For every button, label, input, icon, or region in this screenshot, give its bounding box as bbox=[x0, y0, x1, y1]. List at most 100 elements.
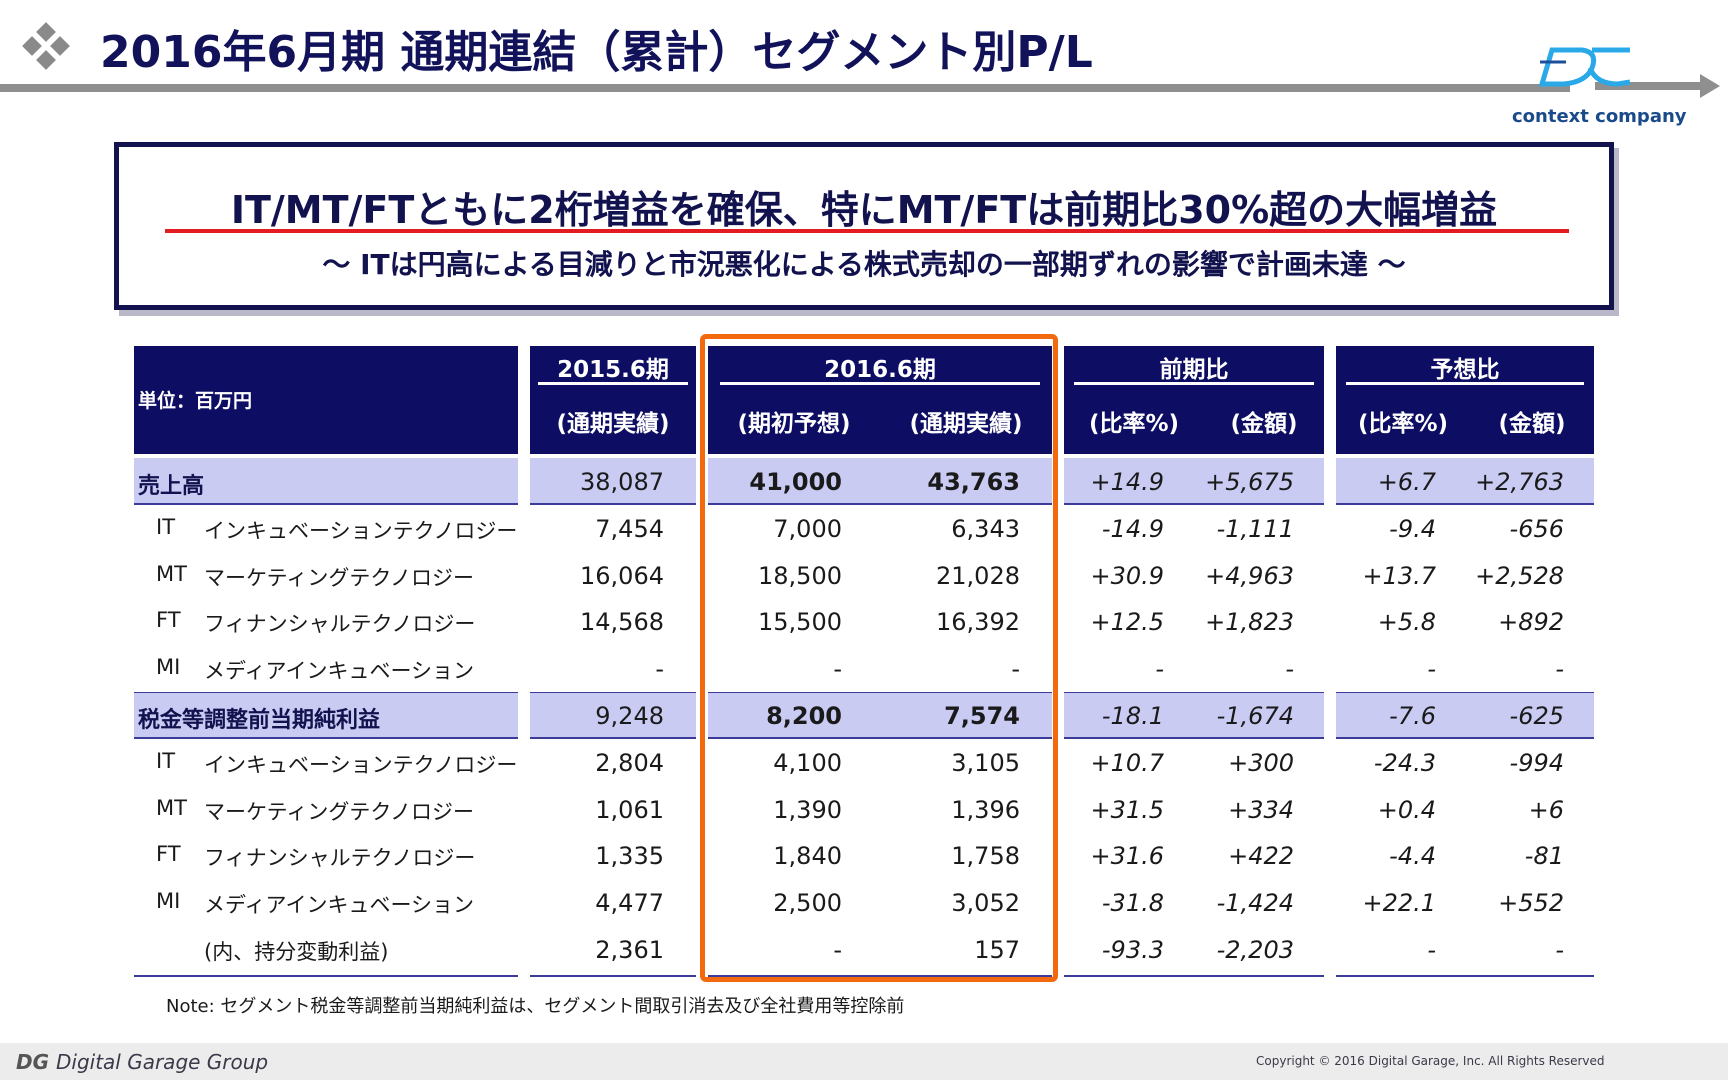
total-row-band bbox=[134, 458, 518, 505]
forecast-rate-label: (比率%) bbox=[1357, 411, 1449, 437]
forecast-amount-value: +552 bbox=[1498, 889, 1564, 917]
yoy-amount-label: (金額) bbox=[1230, 411, 1298, 437]
yoy-amount-value: +422 bbox=[1228, 842, 1294, 870]
row-divider bbox=[708, 692, 1052, 693]
forecast-rate-value: +5.8 bbox=[1377, 608, 1436, 636]
forecast-amount-value: - bbox=[1555, 655, 1564, 683]
yoy-amount-value: - bbox=[1285, 655, 1294, 683]
row-divider bbox=[530, 692, 696, 693]
fy2015-actual-label: (通期実績) bbox=[556, 411, 670, 437]
fy2016-forecast-value: 41,000 bbox=[749, 468, 842, 496]
forecast-rate-value: +13.7 bbox=[1362, 562, 1436, 590]
row-divider bbox=[134, 503, 518, 505]
yoy-rate-value: +10.7 bbox=[1090, 749, 1164, 777]
fy2015-header: 2015.6期 (通期実績) bbox=[530, 346, 696, 454]
total-row-band bbox=[134, 692, 518, 739]
yoy-rate-value: +30.9 bbox=[1090, 562, 1164, 590]
row-divider bbox=[1336, 692, 1594, 693]
total-row-band bbox=[530, 692, 696, 739]
yoy-amount-value: +334 bbox=[1228, 796, 1294, 824]
fy2015-actual-value: 38,087 bbox=[580, 468, 664, 496]
row-divider bbox=[1064, 692, 1324, 693]
fy2015-actual-value: 7,454 bbox=[595, 515, 664, 543]
fy2016-actual-value: 157 bbox=[974, 936, 1020, 964]
forecast-rate-value: - bbox=[1427, 936, 1436, 964]
fy2016-actual-value: 16,392 bbox=[936, 608, 1020, 636]
forecast-rate-value: +0.4 bbox=[1377, 796, 1436, 824]
row-divider bbox=[134, 692, 518, 693]
unit-header-cell: 単位：百万円 bbox=[134, 346, 518, 454]
segment-name: インキュベーションテクノロジー bbox=[204, 753, 518, 777]
fy2016-actual-value: 6,343 bbox=[951, 515, 1020, 543]
fy2016-forecast-value: - bbox=[833, 936, 842, 964]
segment-name: メディアインキュベーション bbox=[204, 893, 475, 917]
fy2016-highlight-frame bbox=[700, 334, 1058, 982]
yoy-label: 前期比 bbox=[1159, 357, 1229, 383]
forecast-amount-value: +2,528 bbox=[1475, 562, 1564, 590]
forecast-amount-value: -994 bbox=[1509, 749, 1564, 777]
fy2016-forecast-value: 1,840 bbox=[773, 842, 842, 870]
fy2015-actual-value: 1,335 bbox=[595, 842, 664, 870]
yoy-rate-value: +31.6 bbox=[1090, 842, 1164, 870]
forecast-amount-label: (金額) bbox=[1498, 411, 1566, 437]
unit-label: 単位：百万円 bbox=[138, 390, 253, 412]
fy2016-actual-value: 3,052 bbox=[951, 889, 1020, 917]
row-divider bbox=[708, 737, 1052, 739]
fy2015-actual-value: 1,061 bbox=[595, 796, 664, 824]
fy2016-forecast-value: 8,200 bbox=[766, 702, 842, 730]
total-row-band bbox=[530, 458, 696, 505]
yoy-rate-value: - bbox=[1155, 655, 1164, 683]
forecast-rate-value: -7.6 bbox=[1389, 702, 1436, 730]
dg-logo-icon bbox=[1538, 47, 1720, 98]
yoy-amount-value: +1,823 bbox=[1205, 608, 1294, 636]
forecast-amount-value: +892 bbox=[1498, 608, 1564, 636]
forecast-amount-value: -625 bbox=[1509, 702, 1564, 730]
headline-subtitle: ～ ITは円高による目減りと市況悪化による株式売却の一部期ずれの影響で計画未達 … bbox=[322, 248, 1406, 281]
yoy-amount-value: -1,111 bbox=[1216, 515, 1294, 543]
row-divider bbox=[1064, 503, 1324, 505]
yoy-rate-value: +31.5 bbox=[1090, 796, 1164, 824]
fy2015-actual-value: 2,361 bbox=[595, 936, 664, 964]
total-row-band bbox=[1336, 458, 1594, 505]
footer-group-logo: DG Digital Garage Group bbox=[16, 1050, 268, 1074]
fy2015-actual-value: - bbox=[655, 655, 664, 683]
header-rule bbox=[538, 382, 688, 385]
headline-main: IT/MT/FTともに2桁増益を確保、特にMT/FTは前期比30%超の大幅増益 bbox=[230, 188, 1498, 232]
row-divider bbox=[1336, 503, 1594, 505]
row-divider bbox=[530, 503, 696, 505]
forecast-amount-value: +2,763 bbox=[1475, 468, 1564, 496]
yoy-rate-label: (比率%) bbox=[1088, 411, 1180, 437]
forecast-rate-value: -9.4 bbox=[1389, 515, 1436, 543]
yoy-amount-value: +300 bbox=[1228, 749, 1294, 777]
headline-box: IT/MT/FTともに2桁増益を確保、特にMT/FTは前期比30%超の大幅増益 … bbox=[114, 142, 1614, 310]
yoy-rate-value: -18.1 bbox=[1101, 702, 1164, 730]
table-bottom-rule bbox=[1064, 975, 1324, 977]
fy2015-label: 2015.6期 bbox=[557, 357, 669, 383]
header-rule bbox=[720, 382, 1040, 385]
footnote: Note: セグメント税金等調整前当期純利益は、セグメント間取引消去及び全社費用… bbox=[166, 996, 905, 1017]
yoy-rate-value: +14.9 bbox=[1090, 468, 1164, 496]
fy2016-actual-value: 43,763 bbox=[927, 468, 1020, 496]
total-row-band bbox=[708, 458, 1052, 505]
row-label: 売上高 bbox=[138, 474, 205, 499]
yoy-amount-value: +5,675 bbox=[1205, 468, 1294, 496]
row-divider bbox=[530, 737, 696, 739]
fy2016-actual-value: 21,028 bbox=[936, 562, 1020, 590]
row-divider bbox=[1336, 737, 1594, 739]
forecast-amount-value: +6 bbox=[1528, 796, 1564, 824]
header-rule bbox=[1074, 382, 1314, 385]
headline-underline bbox=[165, 229, 1569, 233]
fy2016-forecast-value: 1,390 bbox=[773, 796, 842, 824]
fy2016-forecast-value: - bbox=[833, 655, 842, 683]
segment-name: インキュベーションテクノロジー bbox=[204, 519, 518, 543]
yoy-rate-value: +12.5 bbox=[1090, 608, 1164, 636]
table-bottom-rule bbox=[530, 975, 696, 977]
yoy-rate-value: -93.3 bbox=[1101, 936, 1164, 964]
dg-small-logo-icon: DG bbox=[16, 1050, 56, 1074]
row-divider bbox=[1064, 737, 1324, 739]
segment-code: MT bbox=[156, 562, 187, 586]
fy2015-actual-value: 14,568 bbox=[580, 608, 664, 636]
forecast-amount-value: -656 bbox=[1509, 515, 1564, 543]
segment-name: フィナンシャルテクノロジー bbox=[204, 612, 476, 636]
